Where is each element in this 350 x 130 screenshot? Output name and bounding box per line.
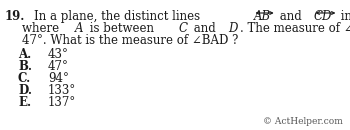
- Text: 43°: 43°: [48, 48, 69, 61]
- Text: intersect at: intersect at: [337, 10, 350, 23]
- Text: 94°: 94°: [48, 72, 69, 85]
- Text: 47°. What is the measure of ∠BAD ?: 47°. What is the measure of ∠BAD ?: [22, 34, 238, 47]
- Text: A.: A.: [18, 48, 31, 61]
- Text: 137°: 137°: [48, 96, 76, 109]
- Text: In a plane, the distinct lines: In a plane, the distinct lines: [34, 10, 204, 23]
- Text: . The measure of ∠BAC is: . The measure of ∠BAC is: [240, 22, 350, 35]
- Text: B.: B.: [18, 60, 32, 73]
- Text: 133°: 133°: [48, 84, 76, 97]
- Text: D.: D.: [18, 84, 32, 97]
- Text: C.: C.: [18, 72, 31, 85]
- Text: AB: AB: [253, 10, 271, 23]
- Text: C: C: [178, 22, 187, 35]
- Text: D: D: [228, 22, 237, 35]
- Text: A: A: [75, 22, 83, 35]
- Text: © ActHelper.com: © ActHelper.com: [263, 117, 343, 126]
- Text: E.: E.: [18, 96, 31, 109]
- Text: and: and: [190, 22, 219, 35]
- Text: where: where: [22, 22, 63, 35]
- Text: is between: is between: [86, 22, 158, 35]
- Text: 47°: 47°: [48, 60, 69, 73]
- Text: CD: CD: [314, 10, 332, 23]
- Text: 19.: 19.: [5, 10, 25, 23]
- Text: and: and: [275, 10, 305, 23]
